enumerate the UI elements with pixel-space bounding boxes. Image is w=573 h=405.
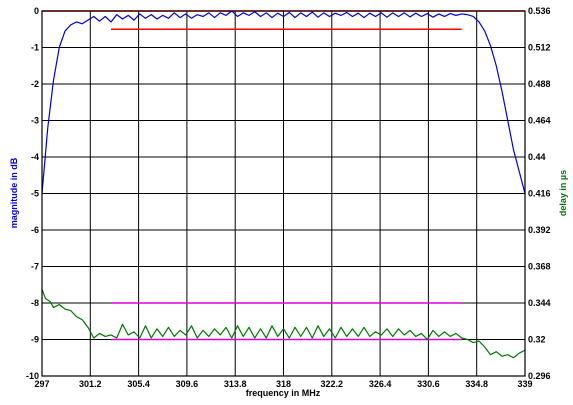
y-left-tick-label: -2 — [31, 79, 39, 89]
x-tick-label: 318 — [276, 379, 291, 389]
y-left-tick-label: -6 — [31, 225, 39, 235]
y-right-tick-label: 0.368 — [528, 262, 551, 272]
y-left-tick-label: -9 — [31, 335, 39, 345]
x-axis-label: frequency in MHz — [246, 388, 321, 398]
plot-frame — [41, 10, 526, 377]
x-tick-label: 305.4 — [127, 379, 150, 389]
x-tick-labels: 297 301.2 305.4 309.6 313.8 318 322.2 326.4 330.… — [34, 379, 532, 389]
y-right-tick-label: 0.464 — [528, 116, 551, 126]
y-left-axis-label: magnitude in dB — [9, 157, 19, 228]
y-right-tick-label: 0.32 — [528, 335, 546, 345]
x-tick-label: 309.6 — [176, 379, 199, 389]
x-tick-label: 330.6 — [417, 379, 440, 389]
y-right-tick-labels: 0.536 0.512 0.488 0.464 0.44 0.416 0.392 0.368 0… — [528, 6, 551, 381]
x-tick-label: 301.2 — [79, 379, 102, 389]
y-right-tick-label: 0.44 — [528, 152, 546, 162]
y-left-tick-label: -7 — [31, 262, 39, 272]
magnitude-series-line — [41, 10, 526, 194]
y-left-tick-label: -4 — [31, 152, 39, 162]
x-tick-label: 334.8 — [465, 379, 488, 389]
series-lines — [41, 10, 526, 359]
x-tick-label: 313.8 — [224, 379, 247, 389]
y-left-tick-label: -1 — [31, 43, 39, 53]
y-left-tick-label: -8 — [31, 298, 39, 308]
y-right-axis-label: delay in µs — [558, 170, 568, 216]
y-left-tick-label: -3 — [31, 116, 39, 126]
y-left-tick-label: -5 — [31, 189, 39, 199]
y-right-tick-label: 0.536 — [528, 6, 551, 16]
y-right-tick-label: 0.296 — [528, 371, 551, 381]
y-left-tick-labels: 0 -1 -2 -3 -4 -5 -6 -7 -8 -9 -10 — [26, 6, 39, 381]
x-tick-label: 326.4 — [369, 379, 392, 389]
x-tick-label: 297 — [34, 379, 49, 389]
y-left-tick-label: -10 — [26, 371, 39, 381]
y-left-tick-label: 0 — [34, 6, 39, 16]
y-right-tick-label: 0.392 — [528, 225, 551, 235]
y-right-tick-label: 0.416 — [528, 189, 551, 199]
y-right-tick-label: 0.512 — [528, 43, 551, 53]
x-tick-label: 339 — [517, 379, 532, 389]
delay-series-line — [41, 289, 526, 359]
x-tick-label: 322.2 — [321, 379, 344, 389]
y-right-tick-label: 0.344 — [528, 298, 551, 308]
y-right-tick-label: 0.488 — [528, 79, 551, 89]
grid — [42, 11, 525, 376]
